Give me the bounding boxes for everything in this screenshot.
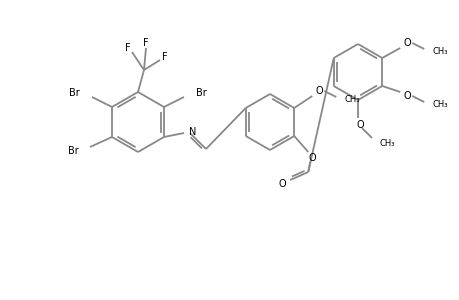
- Text: F: F: [162, 52, 168, 62]
- Text: CH₃: CH₃: [431, 46, 447, 56]
- Text: Br: Br: [196, 88, 206, 98]
- Text: O: O: [308, 153, 315, 163]
- Text: N: N: [189, 127, 196, 137]
- Text: CH₃: CH₃: [379, 139, 395, 148]
- Text: CH₃: CH₃: [343, 94, 359, 103]
- Text: O: O: [403, 91, 410, 101]
- Text: Br: Br: [68, 146, 79, 156]
- Text: O: O: [278, 179, 285, 189]
- Text: O: O: [315, 86, 322, 96]
- Text: CH₃: CH₃: [431, 100, 447, 109]
- Text: F: F: [143, 38, 149, 48]
- Text: O: O: [403, 38, 410, 48]
- Text: O: O: [355, 120, 363, 130]
- Text: Br: Br: [69, 88, 80, 98]
- Text: F: F: [125, 43, 130, 53]
